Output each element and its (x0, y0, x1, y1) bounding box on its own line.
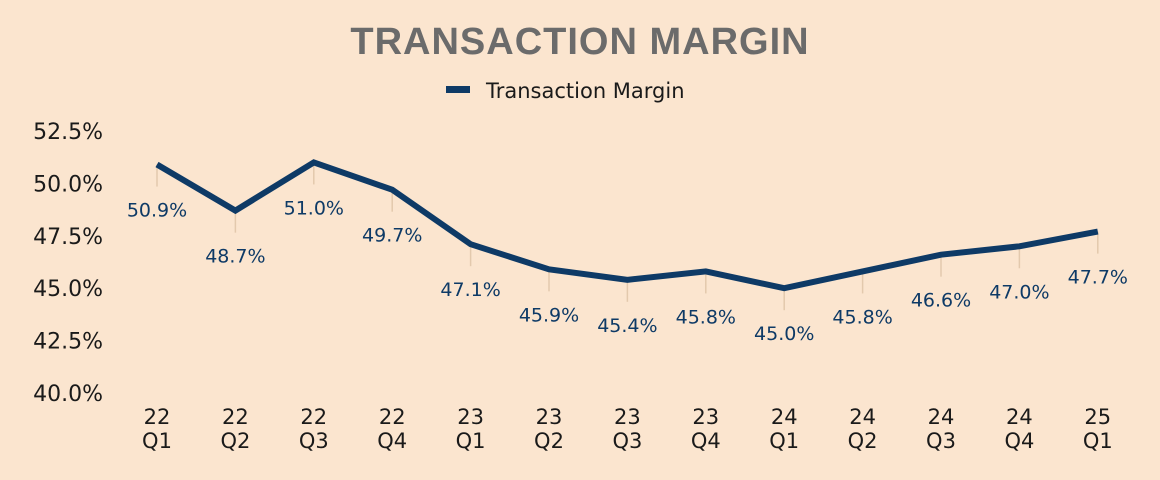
data-labels: 50.9% 48.7% 51.0% 49.7% 47.1% 45.9% 45.4% 45.8%… (127, 197, 1128, 345)
data-label: 45.8% (676, 306, 736, 328)
y-tick-label: 50.0% (33, 172, 103, 197)
y-tick-label: 47.5% (33, 225, 103, 250)
x-tick-label: 22 Q3 (299, 405, 329, 453)
data-label: 50.9% (127, 200, 187, 222)
x-tick-label: 23 Q1 (456, 405, 486, 453)
data-label: 47.7% (1068, 267, 1128, 289)
y-tick-label: 45.0% (33, 277, 103, 302)
x-tick-label: 24 Q4 (1004, 405, 1034, 453)
data-label: 48.7% (205, 246, 265, 268)
legend: Transaction Margin (446, 79, 685, 103)
data-label: 46.6% (911, 290, 971, 312)
x-tick-label: 24 Q1 (769, 405, 799, 453)
data-label: 45.9% (519, 304, 579, 326)
x-tick-label: 24 Q2 (848, 405, 878, 453)
x-tick-label: 22 Q1 (142, 405, 172, 453)
x-tick-label: 23 Q4 (691, 405, 721, 453)
y-tick-label: 52.5% (33, 120, 103, 145)
data-label: 45.4% (597, 315, 657, 337)
x-tick-label: 25 Q1 (1083, 405, 1113, 453)
x-tick-label: 23 Q2 (534, 405, 564, 453)
x-tick-label: 24 Q3 (926, 405, 956, 453)
chart-title: TRANSACTION MARGIN (350, 21, 809, 63)
series-line (155, 159, 1099, 292)
x-tick-label: 23 Q3 (612, 405, 642, 453)
x-tick-label: 22 Q4 (377, 405, 407, 453)
x-axis: 22 Q1 22 Q2 22 Q3 22 Q4 23 Q1 23 Q2 23 Q3 23 Q4 24 Q1 24 Q2… (142, 405, 1113, 453)
data-label: 51.0% (284, 197, 344, 219)
data-label: 45.0% (754, 323, 814, 345)
legend-label: Transaction Margin (485, 79, 685, 103)
y-tick-label: 40.0% (33, 382, 103, 407)
data-label: 45.8% (832, 306, 892, 328)
x-tick-label: 22 Q2 (220, 405, 250, 453)
point-guides (156, 162, 1099, 311)
data-label: 47.0% (989, 281, 1049, 303)
y-axis: 40.0% 42.5% 45.0% 47.5% 50.0% 52.5% (33, 120, 103, 407)
data-label: 47.1% (440, 279, 500, 301)
y-tick-label: 42.5% (33, 330, 103, 355)
legend-swatch (446, 86, 470, 93)
data-label: 49.7% (362, 225, 422, 247)
